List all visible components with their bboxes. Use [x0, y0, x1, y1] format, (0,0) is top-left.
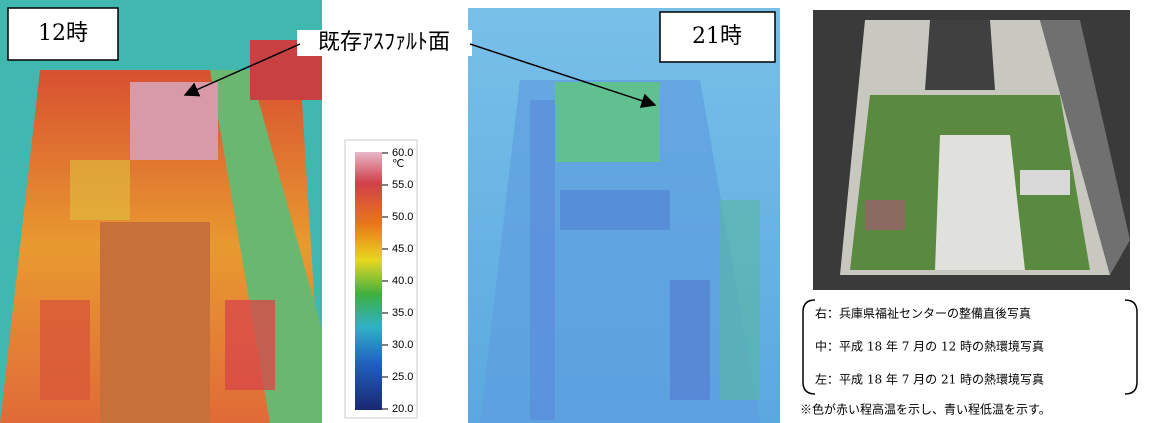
page: 12時 ℃ 60.0 55.0 50.0 45.0 40.0 35.0 30.0 25.0 20… — [0, 0, 1158, 423]
annotation: 既存ｱｽﾌｧﾙﾄ面 — [318, 30, 450, 55]
time-label: 21時 — [692, 24, 742, 49]
scale-bar — [355, 152, 382, 410]
caption-line: 右：兵庫県福祉センターの整備直後写真 — [815, 306, 1031, 321]
bracket — [1125, 300, 1137, 394]
scale-tick-label: 50.0 — [392, 211, 413, 223]
scale-tick-label: 30.0 — [392, 339, 413, 351]
bracket — [803, 300, 815, 394]
scale-tick-label: 40.0 — [392, 275, 413, 287]
caption-line: 左：平成 18 年 7 月の 21 時の熱環境写真 — [815, 372, 1044, 387]
thermal-image-21: 21時 — [468, 8, 780, 423]
time-label: 12時 — [38, 21, 88, 46]
scale-unit: ℃ — [392, 158, 404, 170]
thermal-image-12: 12時 — [0, 0, 322, 423]
caption-line: 中：平成 18 年 7 月の 12 時の熱環境写真 — [815, 339, 1044, 354]
rooftop-photo — [813, 10, 1130, 290]
scale-tick-label: 35.0 — [392, 307, 413, 319]
caption-note: ※色が赤い程高温を示し、青い程低温を示す。 — [800, 402, 1051, 417]
scale-tick-label: 55.0 — [392, 179, 413, 191]
scale-tick-label: 25.0 — [392, 371, 413, 383]
color-scale: ℃ 60.0 55.0 50.0 45.0 40.0 35.0 30.0 25.0 20.0 — [345, 140, 417, 418]
scale-tick-label: 60.0 — [392, 147, 413, 159]
figure: 12時 ℃ 60.0 55.0 50.0 45.0 40.0 35.0 30.0 25.0 20… — [0, 0, 1158, 423]
scale-tick-label: 45.0 — [392, 243, 413, 255]
scale-tick-label: 20.0 — [392, 403, 413, 415]
